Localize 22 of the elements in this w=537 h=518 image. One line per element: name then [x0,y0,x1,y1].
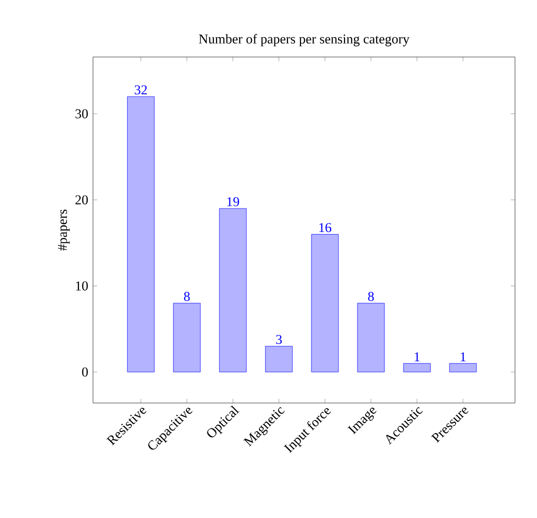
y-tick-label: 30 [76,109,88,118]
data-label: 8 [368,292,374,301]
data-label: 8 [184,292,190,301]
bar [357,302,385,372]
bar [265,346,293,372]
chart-title: Number of papers per sensing category [198,34,410,46]
data-label: 1 [414,352,420,362]
data-label: 1 [460,352,466,362]
bar [127,96,155,372]
data-label: 19 [227,197,240,206]
data-label: 32 [134,85,147,94]
bar [219,208,247,372]
bar [173,302,201,372]
bar [403,363,431,372]
y-tick-label: 20 [75,195,88,204]
y-tick-label: 0 [82,367,88,377]
bar [311,234,339,372]
data-label: 3 [276,334,282,344]
y-axis-title: #papers [58,210,70,251]
data-label: 16 [319,223,332,232]
y-tick-label: 10 [76,281,88,290]
bar [449,363,477,372]
